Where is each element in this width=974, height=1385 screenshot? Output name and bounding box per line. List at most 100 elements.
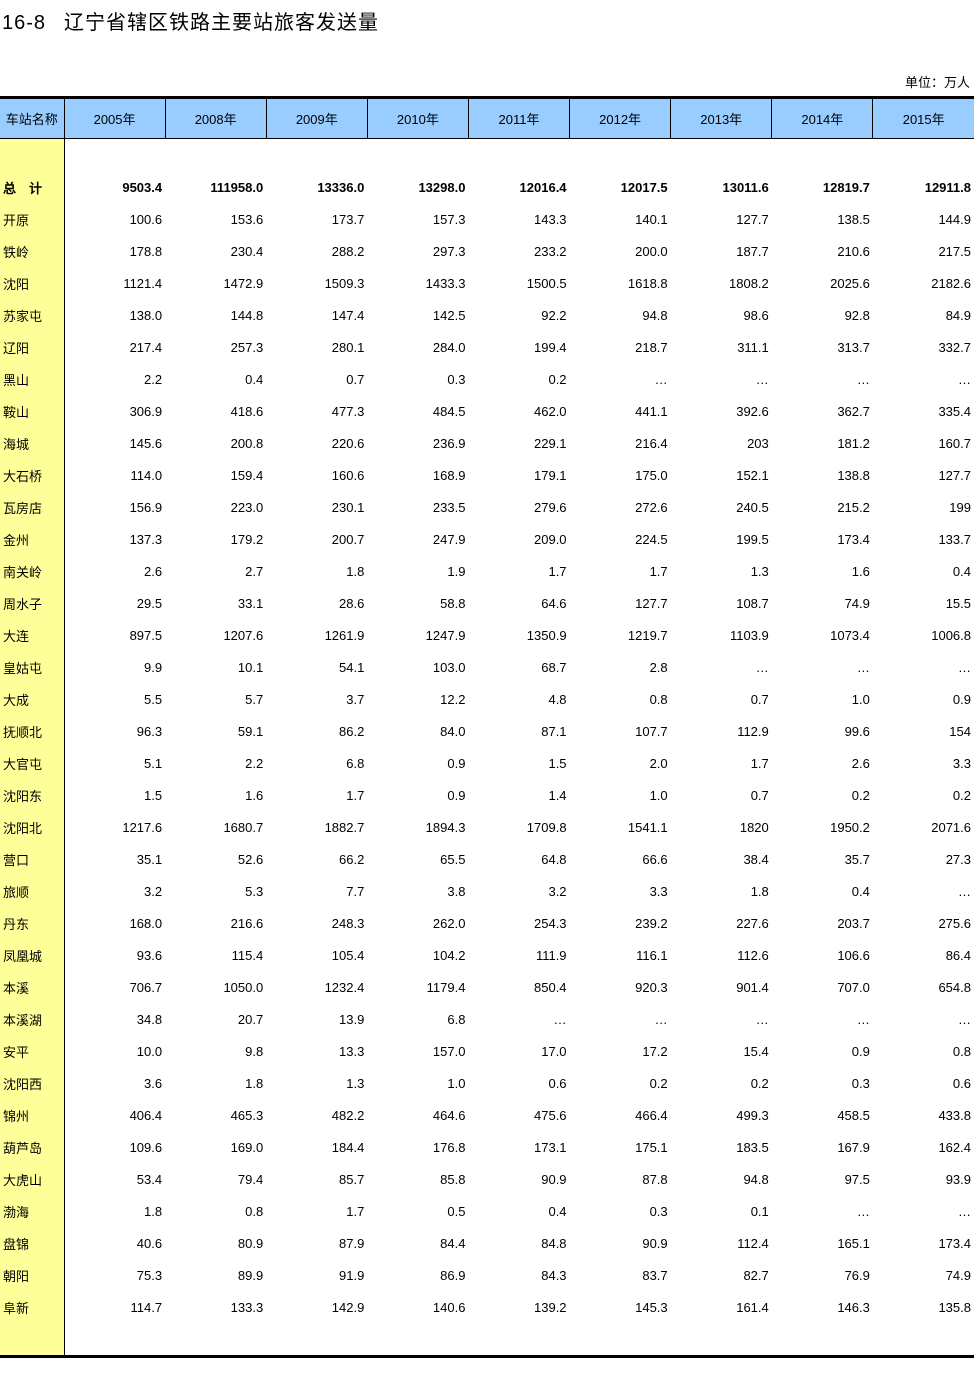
value-cell: 112.9: [737, 723, 769, 739]
value-cell: 12819.7: [822, 179, 870, 195]
value-cell: 1894.3: [425, 819, 466, 835]
station-name: 大石桥: [0, 459, 65, 491]
value-cell: 80.9: [237, 1235, 264, 1251]
value-cell: 236.9: [432, 435, 466, 451]
header-row: 车站名称 2005年 2008年 2009年 2010年 2011年 2012年 2013年 2…: [0, 96, 974, 139]
value-cell: 127.7: [736, 211, 769, 227]
empty-cell: [64, 139, 165, 172]
value-cell: 74.9: [844, 595, 870, 611]
value-cell: 59.1: [237, 723, 264, 739]
value-cell: 156.9: [129, 499, 163, 515]
value-cell: …: [654, 371, 668, 387]
value-cell: 280.1: [331, 339, 365, 355]
value-cell: 6.8: [447, 1011, 466, 1027]
station-name: 丹东: [0, 907, 65, 939]
value-cell: 84.3: [541, 1267, 567, 1283]
station-name: 总 计: [0, 171, 65, 203]
value-cell: 1.8: [245, 1075, 264, 1091]
value-cell: 169.0: [230, 1139, 264, 1155]
empty-cell: [0, 1323, 65, 1358]
value-cell: 29.5: [136, 595, 163, 611]
value-cell: 1217.6: [122, 819, 163, 835]
value-cell: 2.2: [144, 371, 163, 387]
value-cell: 38.4: [743, 851, 769, 867]
value-cell: 200.0: [635, 243, 668, 259]
value-cell: 114.0: [130, 467, 163, 483]
value-cell: 96.3: [136, 723, 163, 739]
table-row: 锦州 406.4 465.3 482.2 464.6 475.6 466.4 499.3 458…: [0, 1099, 974, 1131]
station-name: 南关岭: [0, 555, 65, 587]
value-cell: 0.8: [649, 691, 668, 707]
value-cell: 1103.9: [729, 627, 769, 643]
value-cell: 168.0: [129, 915, 163, 931]
empty-cell: [165, 1323, 267, 1358]
value-cell: 17.2: [642, 1043, 668, 1059]
value-cell: 12.2: [440, 691, 466, 707]
value-cell: 89.9: [237, 1267, 264, 1283]
table-row: 鞍山 306.9 418.6 477.3 484.5 462.0 441.1 392.6 362…: [0, 395, 974, 427]
value-cell: 1.0: [649, 787, 668, 803]
value-cell: 1.5: [144, 787, 163, 803]
station-name: 辽阳: [0, 331, 65, 363]
value-cell: 230.4: [230, 243, 264, 259]
value-cell: …: [755, 371, 769, 387]
value-cell: 165.1: [837, 1235, 870, 1251]
value-cell: 284.0: [432, 339, 466, 355]
value-cell: 168.9: [432, 467, 466, 483]
value-cell: 0.9: [851, 1043, 870, 1059]
station-name: 渤海: [0, 1195, 65, 1227]
table-row: 沈阳 1121.4 1472.9 1509.3 1433.3 1500.5 1618.8 18…: [0, 267, 974, 299]
value-cell: 173.7: [331, 211, 365, 227]
value-cell: 1.3: [346, 1075, 365, 1091]
station-name: 沈阳东: [0, 779, 65, 811]
value-cell: …: [958, 1203, 971, 1219]
value-cell: 462.0: [534, 403, 567, 419]
value-cell: 3.7: [346, 691, 365, 707]
value-cell: 1680.7: [223, 819, 264, 835]
value-cell: 35.7: [844, 851, 870, 867]
value-cell: 233.2: [534, 243, 567, 259]
value-cell: 0.8: [952, 1043, 971, 1059]
empty-cell: [266, 1323, 368, 1358]
value-cell: 3.2: [144, 883, 163, 899]
value-cell: 240.5: [736, 499, 769, 515]
value-cell: 133.3: [230, 1299, 264, 1315]
value-cell: 93.9: [945, 1171, 971, 1187]
value-cell: 84.0: [440, 723, 466, 739]
table-row: 营口 35.1 52.6 66.2 65.5 64.8 66.6 38.4 35.7 27.3: [0, 843, 974, 875]
empty-cell: [468, 139, 569, 172]
value-cell: 107.7: [635, 723, 668, 739]
value-cell: 1006.8: [931, 627, 971, 643]
station-name: 大虎山: [0, 1163, 65, 1195]
value-cell: 1.7: [346, 787, 365, 803]
value-cell: 82.7: [743, 1267, 769, 1283]
value-cell: 111958.0: [210, 179, 264, 195]
value-cell: 99.6: [844, 723, 870, 739]
value-cell: 215.2: [837, 499, 870, 515]
value-cell: 143.3: [534, 211, 567, 227]
station-name: 本溪: [0, 971, 65, 1003]
table-row: 皇姑屯 9.9 10.1 54.1 103.0 68.7 2.8………: [0, 651, 974, 683]
value-cell: 157.3: [432, 211, 466, 227]
value-cell: 135.8: [938, 1299, 971, 1315]
value-cell: …: [958, 1011, 971, 1027]
station-name: 营口: [0, 843, 65, 875]
value-cell: 53.4: [136, 1171, 163, 1187]
value-cell: 181.2: [837, 435, 870, 451]
header-year: 2011年: [467, 96, 571, 139]
table-row: 铁岭 178.8 230.4 288.2 297.3 233.2 200.0 187.7 210…: [0, 235, 974, 267]
value-cell: 52.6: [237, 851, 264, 867]
value-cell: 466.4: [635, 1107, 668, 1123]
value-cell: 1219.7: [627, 627, 668, 643]
value-cell: 66.2: [339, 851, 365, 867]
value-cell: 1.7: [750, 755, 769, 771]
value-cell: 84.4: [440, 1235, 466, 1251]
value-cell: 112.6: [737, 947, 769, 963]
table-row: 海城 145.6 200.8 220.6 236.9 229.1 216.4 203 181.2…: [0, 427, 974, 459]
value-cell: 210.6: [837, 243, 870, 259]
value-cell: 707.0: [837, 979, 870, 995]
value-cell: 297.3: [432, 243, 466, 259]
value-cell: 28.6: [339, 595, 365, 611]
value-cell: 144.9: [938, 211, 971, 227]
table-row: 大成 5.5 5.7 3.7 12.2 4.8 0.8 0.7 1.0 0.9: [0, 683, 974, 715]
